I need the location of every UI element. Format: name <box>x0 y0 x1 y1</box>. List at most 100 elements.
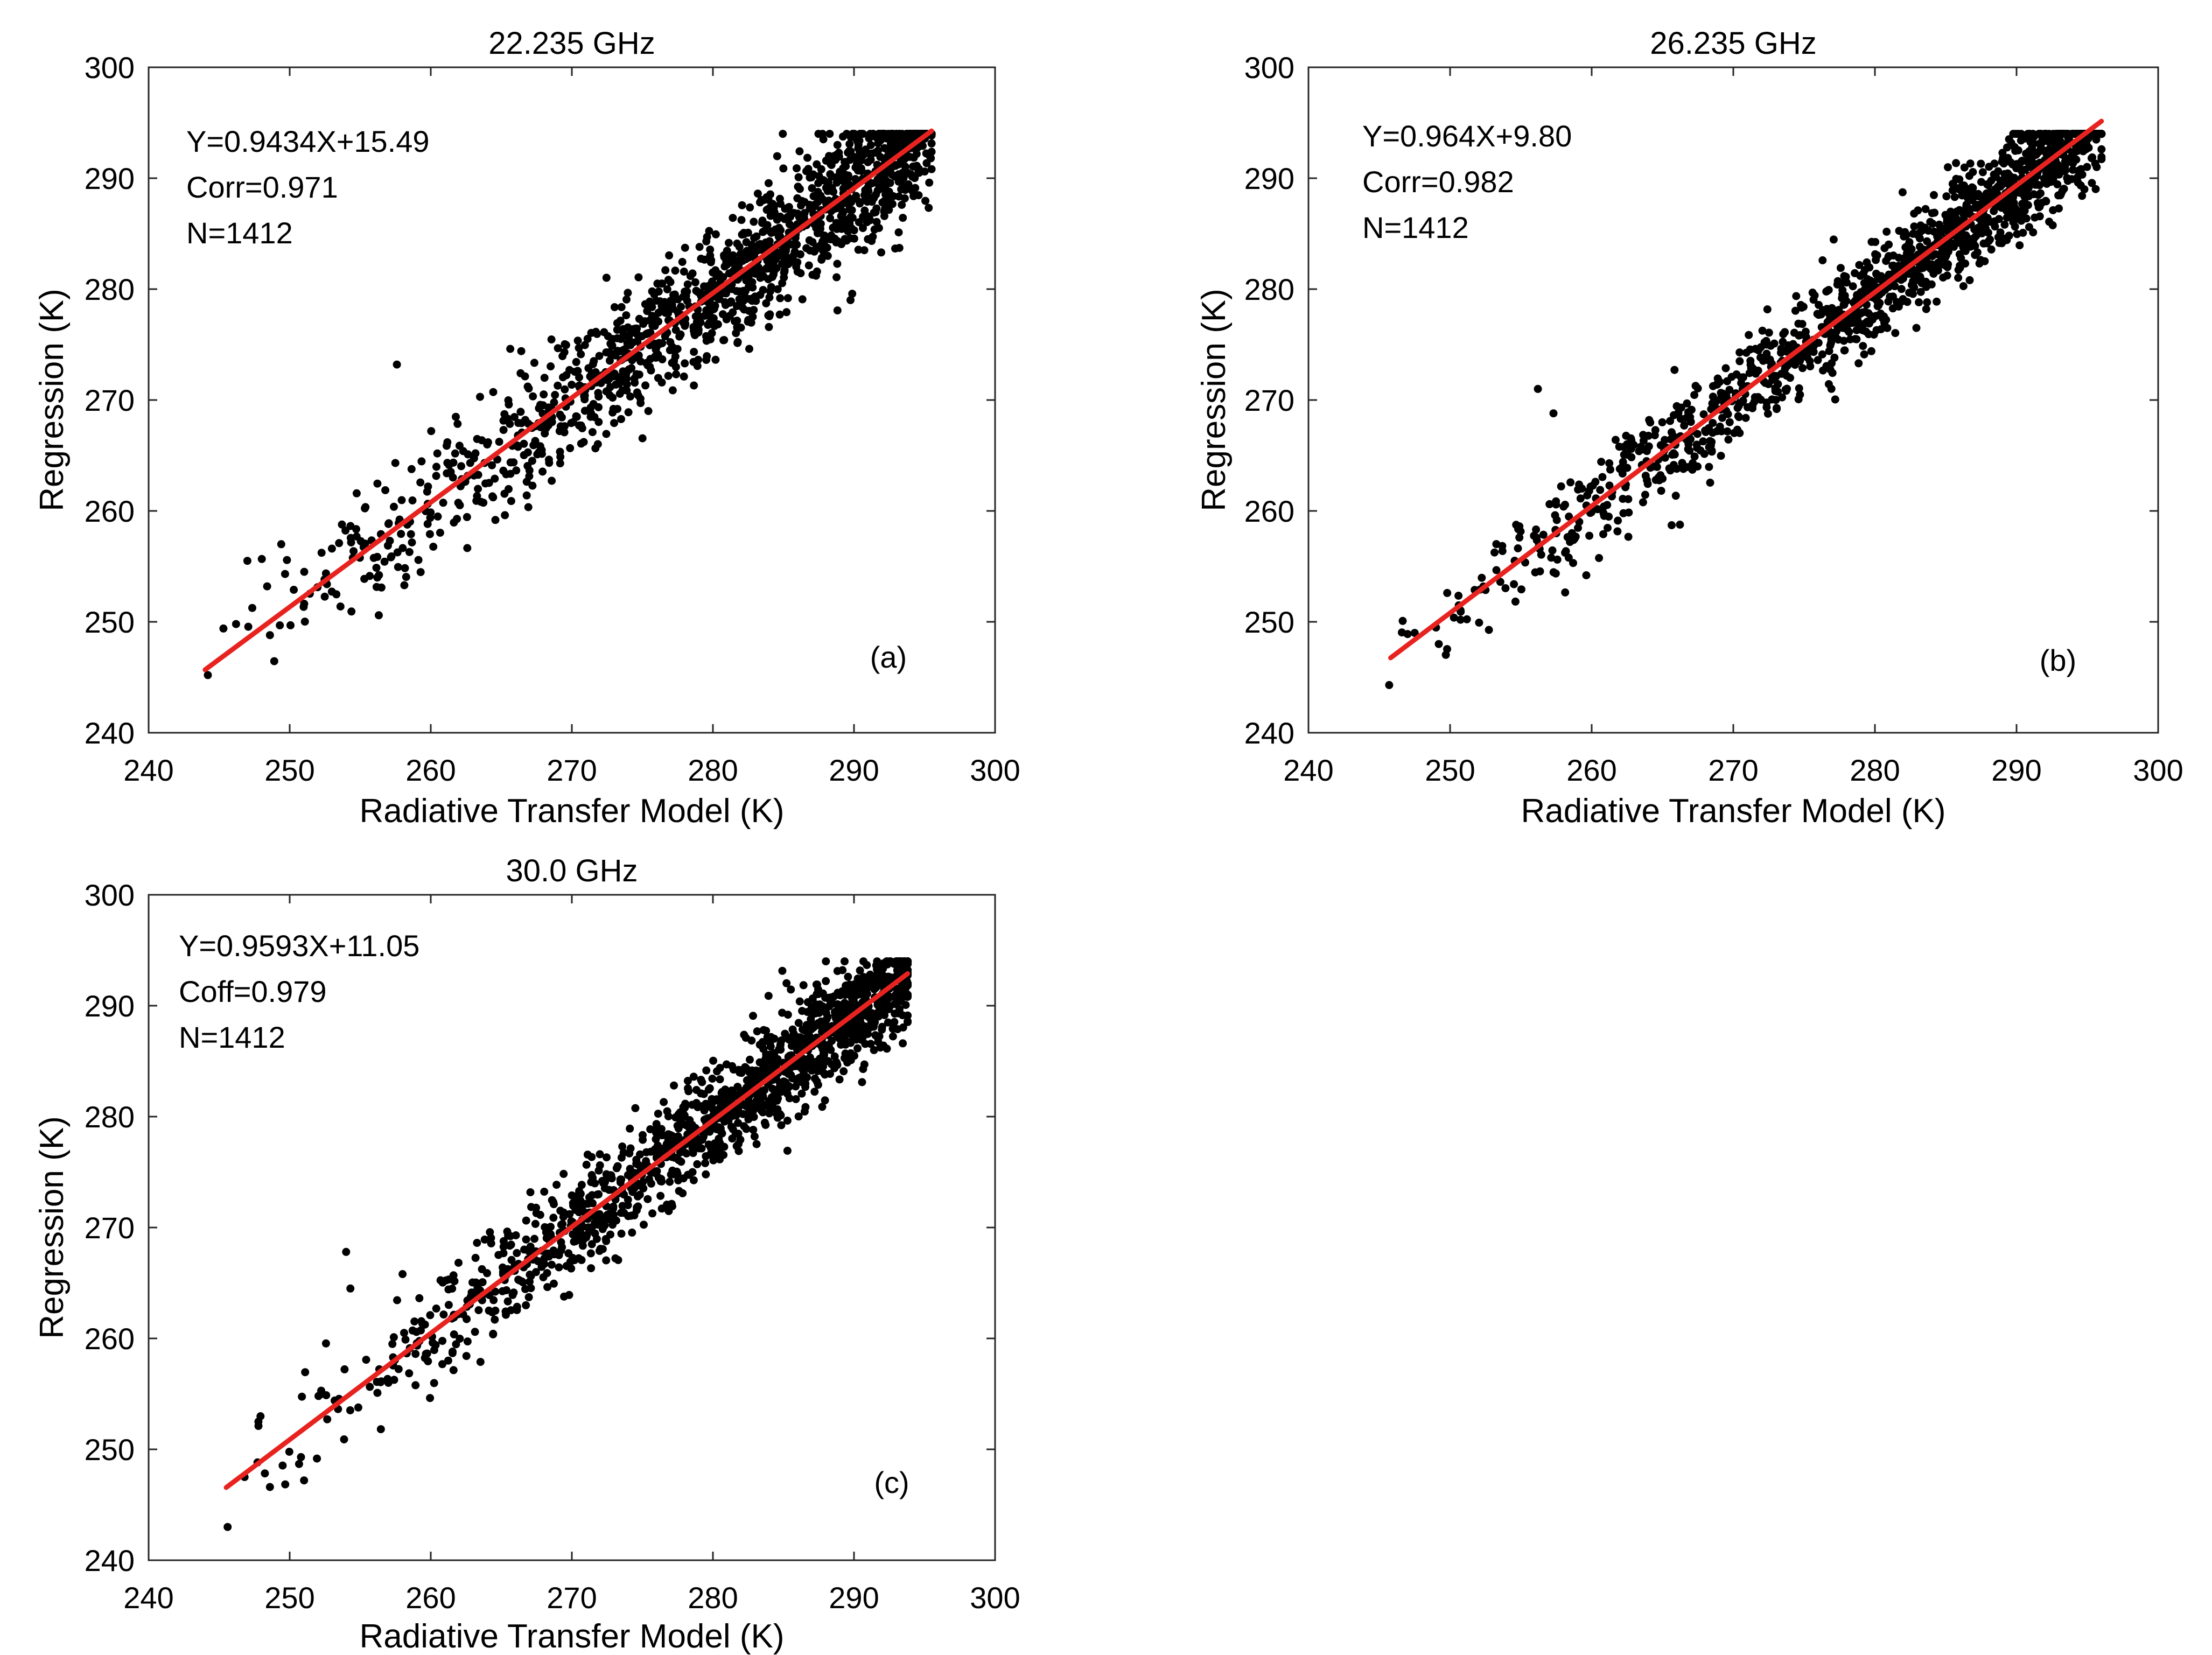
panel-a-data-point <box>811 246 820 254</box>
panel-c-data-point <box>514 1275 523 1284</box>
panel-a-data-point <box>817 176 826 184</box>
panel-a-x-tick-label: 250 <box>264 753 314 787</box>
panel-c-data-point <box>760 1118 769 1127</box>
panel-c-data-point <box>749 1103 758 1111</box>
panel-a-data-point <box>641 381 650 390</box>
panel-a-data-point <box>529 441 538 450</box>
panel-c-data-point <box>890 1018 899 1026</box>
panel-b-data-point <box>1585 531 1594 540</box>
panel-b-data-point <box>2017 136 2025 145</box>
panel-b-data-point <box>1864 330 1873 339</box>
panel-b-data-point <box>1872 326 1881 334</box>
panel-b-data-point <box>1836 264 1845 272</box>
panel-b-data-point <box>1725 418 1734 426</box>
panel-a-data-point <box>373 552 382 561</box>
panel-b-x-tick-label: 240 <box>1283 753 1333 787</box>
panel-b-data-point <box>1599 530 1607 538</box>
panel-a-data-point <box>644 407 653 415</box>
panel-a-data-point <box>445 461 453 469</box>
panel-b-data-point <box>1910 222 1919 231</box>
panel-c-data-point <box>499 1243 508 1251</box>
panel-a-data-point <box>327 587 336 596</box>
panel-c-data-point <box>522 1301 530 1309</box>
panel-c-data-point <box>640 1221 648 1229</box>
panel-b-data-point <box>1855 261 1864 269</box>
panel-b-data-point <box>1532 525 1541 534</box>
panel-b-data-point <box>1976 200 1985 208</box>
panel-a-data-point <box>797 201 805 210</box>
panel-c-data-point <box>904 979 912 987</box>
panel-c-y-tick-label: 280 <box>85 1100 135 1134</box>
panel-a-data-point <box>588 428 597 437</box>
panel-c-data-point <box>411 1350 420 1358</box>
panel-a-data-point <box>366 572 374 580</box>
panel-b-data-point <box>1824 380 1833 388</box>
panel-c-data-point <box>549 1246 558 1255</box>
panel-b-data-point <box>1962 239 1970 248</box>
panel-a-data-point <box>517 347 526 355</box>
panel-c-data-point <box>878 1022 886 1031</box>
panel-c-data-point <box>895 1005 904 1013</box>
panel-c-data-point <box>635 1190 644 1199</box>
panel-a-data-point <box>591 368 600 376</box>
panel-a-data-point <box>690 348 698 356</box>
panel-c-data-point <box>346 1406 354 1414</box>
panel-b-data-point <box>2005 135 2013 144</box>
panel-a-data-point <box>643 361 652 370</box>
panel-a-data-point <box>839 215 847 223</box>
panel-b-data-point <box>1828 359 1836 368</box>
panel-b-data-point <box>1798 364 1807 373</box>
panel-a-data-point <box>436 529 444 537</box>
panel-a-data-point <box>417 457 426 466</box>
panel-c-data-point <box>552 1181 561 1189</box>
panel-a-data-point <box>572 357 580 366</box>
panel-b-data-point <box>1771 387 1780 395</box>
panel-b-data-point <box>2021 200 2029 209</box>
panel-c-data-point <box>474 1306 483 1314</box>
panel-c: 30.0 GHz 240 250 260 270 280 290 300 240… <box>33 853 1020 1655</box>
panel-a-data-point <box>579 438 588 446</box>
panel-b-data-point <box>1961 260 1970 268</box>
panel-a-data-point <box>594 392 603 401</box>
panel-c-data-point <box>841 1053 850 1062</box>
panel-b-data-point <box>1699 437 1707 446</box>
panel-b-data-point <box>2092 135 2101 144</box>
panel-a-data-point <box>372 583 381 591</box>
panel-b-data-point <box>1854 359 1863 368</box>
panel-a-data-point <box>888 130 897 138</box>
panel-a-data-point <box>400 581 409 590</box>
panel-b-y-tick-label: 280 <box>1244 272 1294 306</box>
panel-a-data-point <box>561 340 569 348</box>
panel-b-data-point <box>2057 163 2066 172</box>
panel-a-data-point <box>476 392 484 401</box>
panel-a-data-point <box>335 539 344 548</box>
panel-b-data-point <box>1552 497 1560 506</box>
panel-c-data-point <box>798 1007 807 1015</box>
panel-a-data-point <box>661 308 670 317</box>
panel-b-data-point <box>1849 319 1857 327</box>
panel-a-data-point <box>522 478 531 486</box>
panel-c-x-tick-label: 270 <box>547 1581 597 1615</box>
panel-a-data-point <box>568 381 576 389</box>
panel-a-data-point <box>609 405 618 413</box>
panel-b-data-point <box>1999 179 2007 187</box>
panel-a-data-point <box>541 429 549 438</box>
panel-b-data-point <box>1830 328 1838 337</box>
panel-a-data-point <box>372 564 381 572</box>
panel-c-data-point <box>777 1121 786 1130</box>
panel-a-data-point <box>703 233 711 241</box>
panel-a-data-point <box>638 434 647 443</box>
panel-c-points <box>223 957 912 1531</box>
panel-c-data-point <box>431 1341 440 1349</box>
panel-c-data-point <box>742 1064 751 1073</box>
panel-a-data-point <box>617 415 625 423</box>
panel-c-data-point <box>471 1328 479 1336</box>
panel-c-data-point <box>438 1337 447 1345</box>
panel-b-x-tick-label: 250 <box>1425 753 1475 787</box>
panel-c-data-point <box>586 1249 595 1258</box>
panel-a-data-point <box>624 289 632 297</box>
panel-b-data-point <box>2053 180 2062 188</box>
panel-c-data-point <box>804 1026 813 1035</box>
panel-b-data-point <box>1806 362 1815 370</box>
panel-b-data-point <box>1899 295 1907 303</box>
